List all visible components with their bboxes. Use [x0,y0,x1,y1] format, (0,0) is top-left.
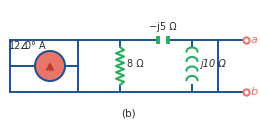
Text: b: b [251,87,258,97]
Text: a: a [251,35,258,45]
Text: −j5 Ω: −j5 Ω [149,22,177,32]
Circle shape [35,51,65,81]
Text: 12: 12 [9,41,21,51]
Text: 8 Ω: 8 Ω [127,59,144,69]
Text: j10 Ω: j10 Ω [200,59,226,69]
Text: ∠: ∠ [19,41,28,51]
Text: (b): (b) [121,109,135,119]
Text: 0° A: 0° A [25,41,46,51]
